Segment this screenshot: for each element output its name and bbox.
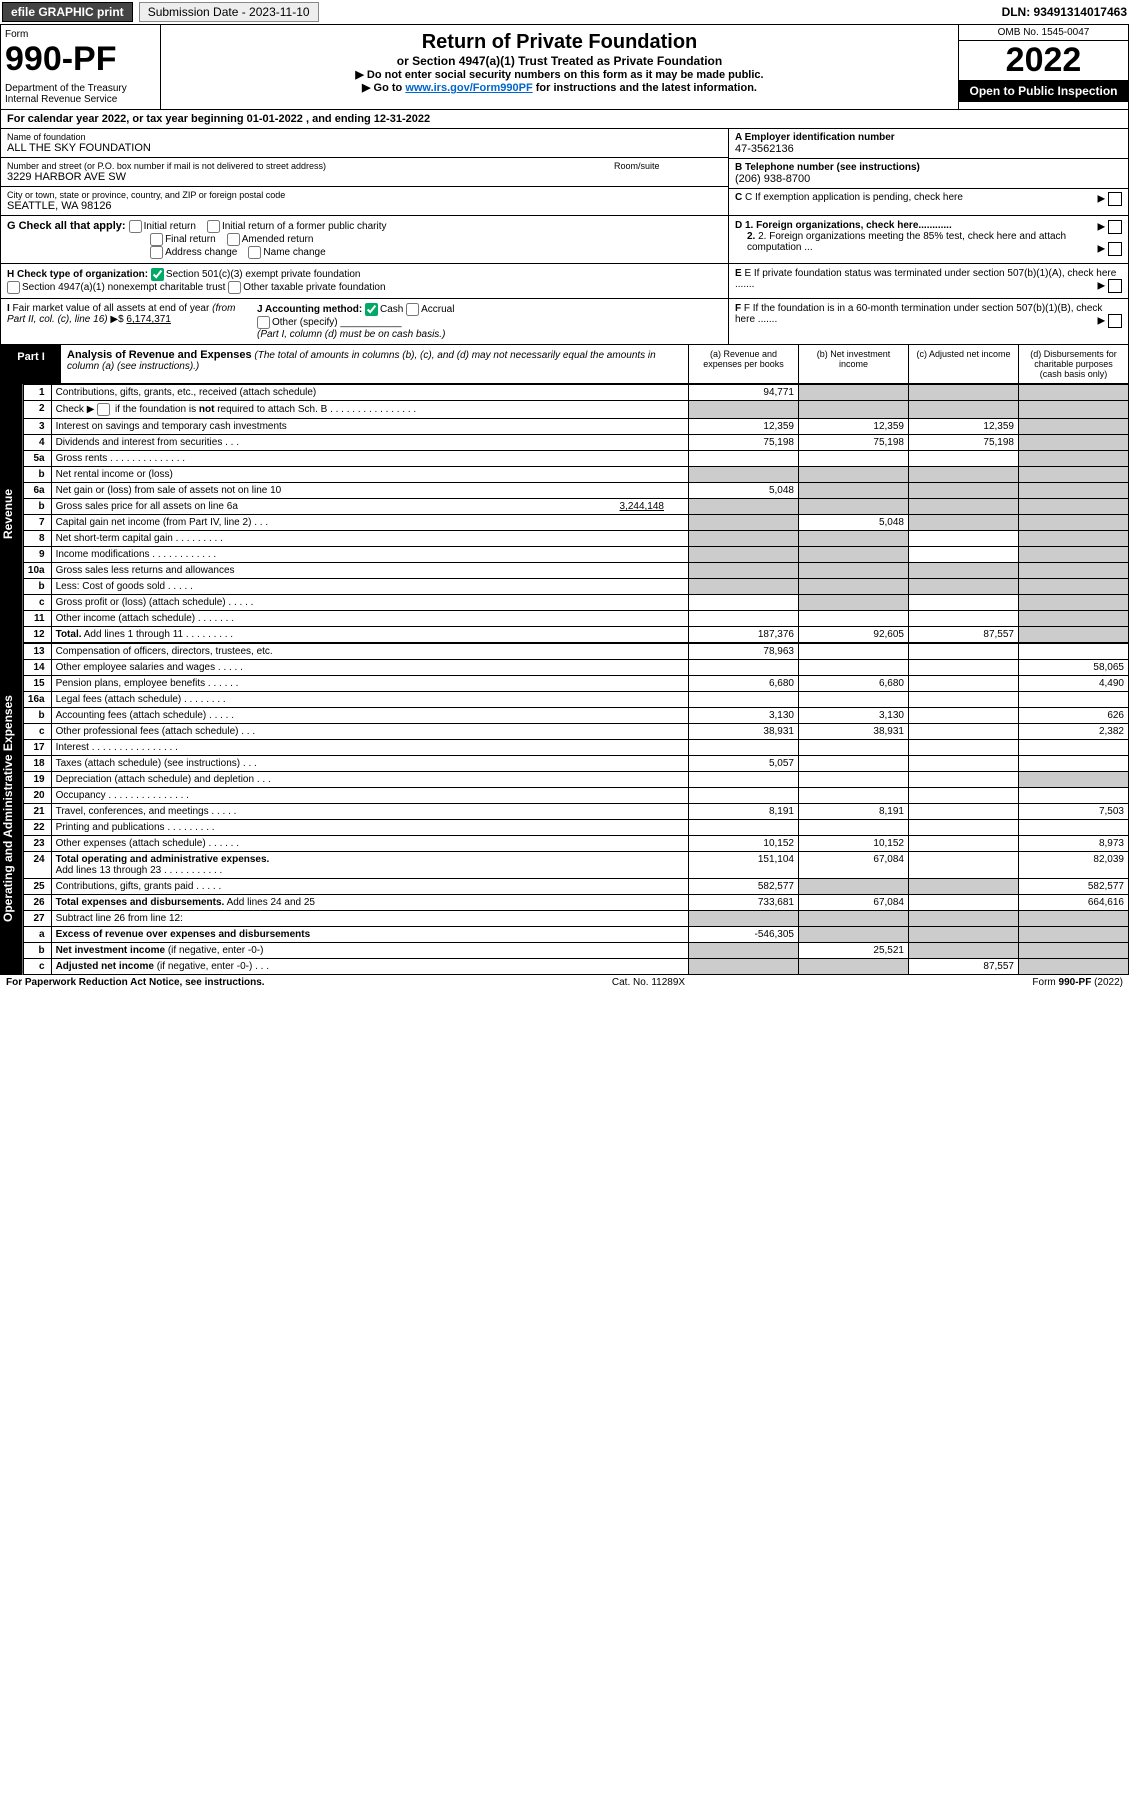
i-label: I Fair market value of all assets at end… bbox=[7, 303, 235, 325]
h-label: H Check type of organization: bbox=[7, 269, 148, 280]
submission-date: Submission Date - 2023-11-10 bbox=[139, 2, 319, 22]
revenue-table: 1Contributions, gifts, grants, etc., rec… bbox=[23, 384, 1129, 643]
ein-value: 47-3562136 bbox=[735, 143, 1122, 155]
checkbox-amended-return[interactable] bbox=[227, 233, 240, 246]
cat-no: Cat. No. 11289X bbox=[612, 977, 685, 988]
form-header: Form 990-PF Department of the Treasury I… bbox=[0, 24, 1129, 110]
form-number: 990-PF bbox=[5, 40, 156, 79]
col-d-header: (d) Disbursements for charitable purpose… bbox=[1018, 345, 1128, 383]
revenue-side-label: Revenue bbox=[1, 384, 23, 643]
form-title: Return of Private Foundation bbox=[167, 31, 952, 54]
city-state-zip: SEATTLE, WA 98126 bbox=[7, 200, 722, 212]
note-ssn: ▶ Do not enter social security numbers o… bbox=[167, 68, 952, 81]
form-subtitle: or Section 4947(a)(1) Trust Treated as P… bbox=[167, 54, 952, 68]
e-label: E If private foundation status was termi… bbox=[735, 268, 1116, 290]
omb-number: OMB No. 1545-0047 bbox=[959, 25, 1128, 41]
checkbox-4947[interactable] bbox=[7, 281, 20, 294]
checkbox-60-month[interactable] bbox=[1108, 314, 1122, 328]
checkbox-85-test[interactable] bbox=[1108, 242, 1122, 256]
room-suite-label: Room/suite bbox=[608, 158, 728, 186]
top-bar: efile GRAPHIC print Submission Date - 20… bbox=[0, 0, 1129, 24]
paperwork-notice: For Paperwork Reduction Act Notice, see … bbox=[6, 977, 265, 988]
name-label: Name of foundation bbox=[7, 132, 722, 142]
checkbox-foreign-org[interactable] bbox=[1108, 220, 1122, 234]
col-b-header: (b) Net investment income bbox=[798, 345, 908, 383]
checkbox-name-change[interactable] bbox=[248, 246, 261, 259]
fmv-value: 6,174,371 bbox=[126, 314, 171, 325]
expenses-side-label: Operating and Administrative Expenses bbox=[1, 643, 23, 975]
calendar-year-line: For calendar year 2022, or tax year begi… bbox=[0, 110, 1129, 128]
phone-label: B Telephone number (see instructions) bbox=[735, 162, 920, 173]
f-label: F If the foundation is in a 60-month ter… bbox=[735, 303, 1102, 325]
tax-year: 2022 bbox=[959, 41, 1128, 80]
j-note: (Part I, column (d) must be on cash basi… bbox=[257, 329, 445, 340]
info-grid: Name of foundation ALL THE SKY FOUNDATIO… bbox=[0, 128, 1129, 216]
foundation-name: ALL THE SKY FOUNDATION bbox=[7, 142, 722, 154]
checkbox-address-change[interactable] bbox=[150, 246, 163, 259]
expenses-table: 13Compensation of officers, directors, t… bbox=[23, 643, 1129, 975]
exemption-label: C C If exemption application is pending,… bbox=[735, 192, 963, 203]
street-address: 3229 HARBOR AVE SW bbox=[7, 171, 602, 183]
gross-sales-6a: 3,244,148 bbox=[620, 501, 665, 512]
section-h: H Check type of organization: Section 50… bbox=[0, 264, 1129, 299]
open-public: Open to Public Inspection bbox=[959, 80, 1128, 102]
form-footer-label: Form 990-PF (2022) bbox=[1032, 977, 1123, 988]
dept-label: Department of the Treasury Internal Reve… bbox=[5, 83, 156, 105]
phone-value: (206) 938-8700 bbox=[735, 173, 1122, 185]
ein-label: A Employer identification number bbox=[735, 132, 895, 143]
part1-label: Part I bbox=[1, 345, 61, 383]
page-footer: For Paperwork Reduction Act Notice, see … bbox=[0, 975, 1129, 990]
section-g: G Check all that apply: Initial return I… bbox=[0, 216, 1129, 264]
checkbox-501c3[interactable] bbox=[151, 268, 164, 281]
checkbox-accrual[interactable] bbox=[406, 303, 419, 316]
g-label: G Check all that apply: bbox=[7, 220, 126, 232]
note-link: ▶ Go to www.irs.gov/Form990PF for instru… bbox=[167, 81, 952, 94]
d1-label: D 1. Foreign organizations, check here..… bbox=[735, 220, 952, 231]
j-label: J Accounting method: bbox=[257, 304, 362, 315]
d2-label: 2. Foreign organizations meeting the 85%… bbox=[747, 231, 1066, 253]
checkbox-final-return[interactable] bbox=[150, 233, 163, 246]
checkbox-terminated[interactable] bbox=[1108, 279, 1122, 293]
addr-label: Number and street (or P.O. box number if… bbox=[7, 161, 602, 171]
part1-header: Part I Analysis of Revenue and Expenses … bbox=[0, 345, 1129, 384]
checkbox-sch-b[interactable] bbox=[97, 403, 110, 416]
irs-link[interactable]: www.irs.gov/Form990PF bbox=[405, 82, 532, 94]
form-word: Form bbox=[5, 29, 156, 40]
efile-button[interactable]: efile GRAPHIC print bbox=[2, 2, 133, 22]
checkbox-initial-return[interactable] bbox=[129, 220, 142, 233]
city-label: City or town, state or province, country… bbox=[7, 190, 722, 200]
col-a-header: (a) Revenue and expenses per books bbox=[688, 345, 798, 383]
part1-title: Analysis of Revenue and Expenses bbox=[67, 349, 252, 361]
col-c-header: (c) Adjusted net income bbox=[908, 345, 1018, 383]
checkbox-other-method[interactable] bbox=[257, 316, 270, 329]
section-ij: I Fair market value of all assets at end… bbox=[0, 299, 1129, 345]
checkbox-other-taxable[interactable] bbox=[228, 281, 241, 294]
dln-label: DLN: 93491314017463 bbox=[1002, 5, 1127, 19]
checkbox-cash[interactable] bbox=[365, 303, 378, 316]
checkbox-initial-former[interactable] bbox=[207, 220, 220, 233]
exemption-checkbox[interactable] bbox=[1108, 192, 1122, 206]
